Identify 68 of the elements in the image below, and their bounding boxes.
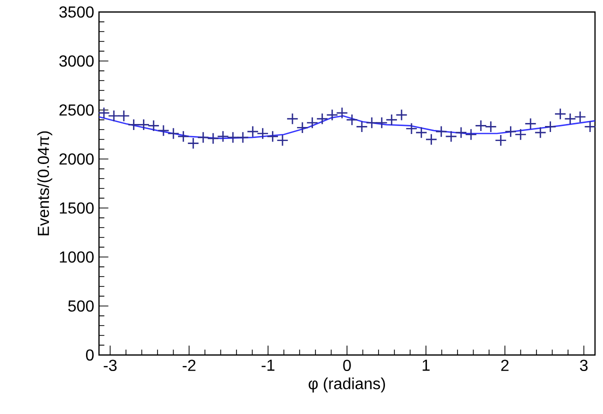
point <box>406 122 418 135</box>
point <box>148 120 160 132</box>
point <box>376 116 388 129</box>
point <box>296 122 308 134</box>
point <box>167 128 180 140</box>
x-tick-label: -1 <box>262 360 274 371</box>
point <box>216 130 229 142</box>
point <box>157 124 170 137</box>
point <box>554 108 566 120</box>
point <box>286 112 298 125</box>
y-tick-label: 2000 <box>59 153 94 165</box>
point <box>474 120 487 132</box>
point <box>435 126 448 138</box>
point <box>544 120 556 133</box>
x-tick-label: 1 <box>422 360 430 371</box>
x-tick-label: 3 <box>580 360 588 372</box>
point <box>425 133 438 146</box>
point <box>326 108 338 121</box>
point <box>177 130 190 142</box>
point <box>504 126 517 138</box>
point <box>207 132 220 144</box>
point <box>564 112 576 125</box>
point <box>197 131 210 144</box>
point <box>266 130 279 142</box>
y-tick-label: 3000 <box>59 55 94 67</box>
x-axis-title: φ (radians) <box>308 378 385 392</box>
point <box>236 131 249 144</box>
point <box>256 128 269 140</box>
point <box>465 128 478 141</box>
x-tick-label: 0 <box>343 360 351 372</box>
point <box>108 110 120 122</box>
point <box>98 106 110 119</box>
point <box>386 114 398 126</box>
point <box>336 106 348 119</box>
x-tick-label: -3 <box>104 360 117 372</box>
point <box>584 120 596 133</box>
point <box>316 112 328 125</box>
y-axis-title: Events/(0.04π) <box>37 131 52 236</box>
point <box>138 118 150 131</box>
x-tick-label: 2 <box>501 360 509 371</box>
point <box>455 126 468 139</box>
y-tick-label: 1000 <box>60 251 94 263</box>
point <box>415 126 428 139</box>
point <box>445 130 458 142</box>
point <box>276 134 289 146</box>
x-tick-label: -2 <box>182 360 196 371</box>
y-tick-label: 500 <box>68 300 94 312</box>
y-tick-label: 3500 <box>59 6 94 18</box>
point <box>524 118 537 130</box>
y-tick-label: 0 <box>86 349 94 361</box>
point <box>534 126 546 139</box>
point <box>128 118 140 131</box>
point <box>356 120 368 133</box>
point <box>118 110 130 122</box>
point <box>306 116 318 129</box>
point <box>396 108 408 121</box>
point <box>484 120 497 133</box>
line-series <box>98 115 596 140</box>
y-tick-label: 2500 <box>59 104 94 116</box>
point <box>514 128 527 141</box>
point <box>246 126 259 138</box>
y-tick-label: 1500 <box>60 202 94 214</box>
point <box>366 116 378 129</box>
point <box>494 134 507 146</box>
point <box>574 110 586 123</box>
point <box>187 137 200 150</box>
point <box>226 131 239 144</box>
point <box>346 114 358 126</box>
